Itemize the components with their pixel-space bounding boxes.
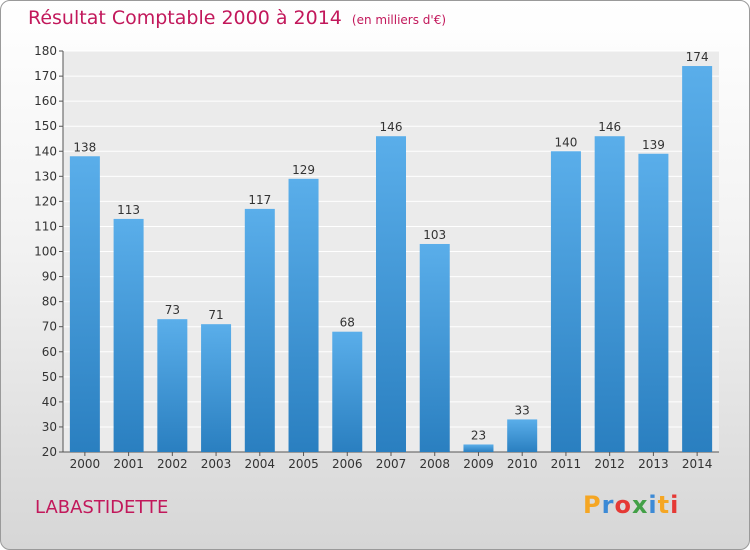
- x-tick-label: 2001: [113, 457, 144, 471]
- logo-letter: t: [658, 491, 670, 519]
- logo-letter: P: [583, 491, 602, 519]
- y-tick-label: 160: [34, 94, 57, 108]
- x-tick-label: 2004: [245, 457, 276, 471]
- bar: [507, 419, 537, 452]
- y-tick-label: 110: [34, 219, 57, 233]
- bar-value-label: 138: [73, 140, 96, 154]
- bar: [289, 179, 319, 452]
- bar-value-label: 146: [598, 120, 621, 134]
- bar: [376, 136, 406, 452]
- y-tick-label: 30: [42, 420, 57, 434]
- y-tick-label: 140: [34, 144, 57, 158]
- y-tick-label: 60: [42, 345, 57, 359]
- x-tick-label: 2014: [682, 457, 713, 471]
- commune-name: LABASTIDETTE: [35, 497, 168, 518]
- logo-letter: i: [648, 491, 657, 519]
- x-tick-label: 2000: [70, 457, 101, 471]
- logo-letter: i: [670, 491, 679, 519]
- bar-value-label: 174: [686, 50, 709, 64]
- x-tick-label: 2002: [157, 457, 188, 471]
- x-tick-label: 2011: [551, 457, 582, 471]
- x-tick-label: 2012: [594, 457, 625, 471]
- y-tick-label: 180: [34, 44, 57, 58]
- y-tick-label: 100: [34, 245, 57, 259]
- y-tick-label: 170: [34, 69, 57, 83]
- bar-value-label: 129: [292, 163, 315, 177]
- bar-value-label: 33: [515, 403, 530, 417]
- y-tick-label: 130: [34, 169, 57, 183]
- bar-value-label: 73: [165, 303, 180, 317]
- x-tick-label: 2008: [419, 457, 450, 471]
- y-tick-label: 150: [34, 119, 57, 133]
- y-tick-label: 40: [42, 395, 57, 409]
- y-tick-label: 20: [42, 445, 57, 459]
- logo-letter: o: [614, 491, 632, 519]
- bar-chart: 20 30 40 50 60 70 80 90 100 110 120 130 140 150 160 170…: [1, 1, 750, 550]
- y-tick-label: 70: [42, 320, 57, 334]
- bar-value-label: 71: [208, 308, 223, 322]
- y-tick-label: 90: [42, 270, 57, 284]
- y-tick-label: 120: [34, 194, 57, 208]
- bar: [638, 154, 668, 452]
- bar: [682, 66, 712, 452]
- chart-frame: Résultat Comptable 2000 à 2014 (en millie…: [0, 0, 750, 550]
- x-tick-label: 2005: [288, 457, 319, 471]
- x-tick-label: 2013: [638, 457, 669, 471]
- bar: [114, 219, 144, 452]
- bar-value-label: 139: [642, 138, 665, 152]
- bar: [595, 136, 625, 452]
- logo-letter: r: [602, 491, 615, 519]
- x-tick-label: 2009: [463, 457, 494, 471]
- bar-value-label: 146: [380, 120, 403, 134]
- bar-value-label: 113: [117, 203, 140, 217]
- bar: [463, 444, 493, 452]
- y-tick-label: 50: [42, 370, 57, 384]
- bar: [551, 151, 581, 452]
- bar: [245, 209, 275, 452]
- bar-value-label: 23: [471, 428, 486, 442]
- x-tick-label: 2003: [201, 457, 232, 471]
- y-tick-label: 80: [42, 295, 57, 309]
- x-tick-label: 2006: [332, 457, 363, 471]
- proxiti-logo: Proxiti: [583, 491, 679, 519]
- bar-value-label: 117: [248, 193, 271, 207]
- bar: [70, 156, 100, 452]
- bar: [157, 319, 187, 452]
- bar: [332, 332, 362, 452]
- bar-value-label: 103: [423, 228, 446, 242]
- logo-letter: x: [632, 491, 648, 519]
- bar-value-label: 68: [340, 316, 355, 330]
- bar: [201, 324, 231, 452]
- bar: [420, 244, 450, 452]
- x-tick-label: 2007: [376, 457, 407, 471]
- bar-value-label: 140: [554, 135, 577, 149]
- x-tick-label: 2010: [507, 457, 538, 471]
